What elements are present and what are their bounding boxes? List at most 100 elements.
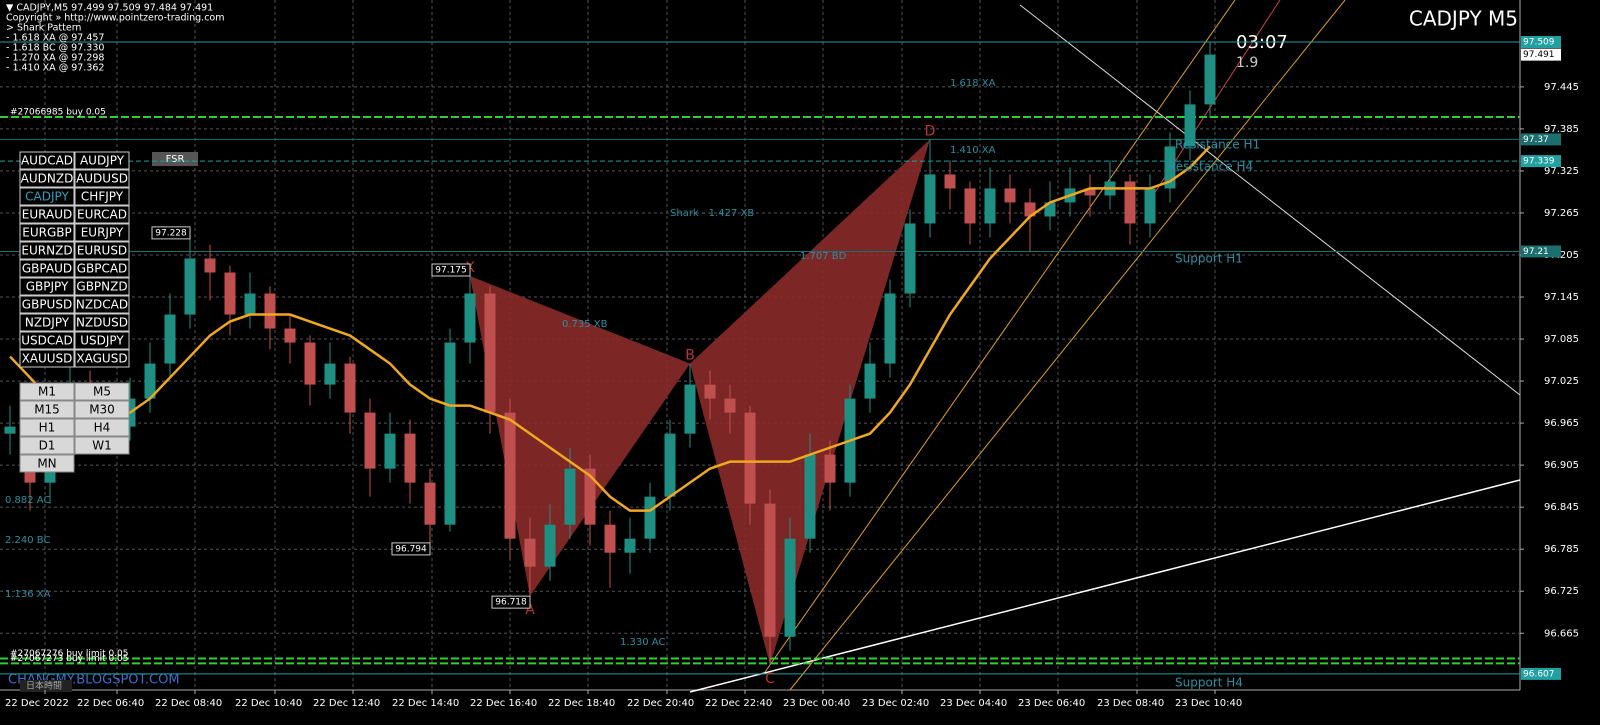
symbol-button[interactable] (19, 295, 75, 314)
symbol-button[interactable] (19, 241, 75, 260)
x-tick-label: 22 Dec 18:40 (548, 698, 615, 709)
symbol-button[interactable] (74, 295, 130, 314)
spread: 1.9 (1236, 55, 1258, 71)
timeframe-label[interactable]: H1 (39, 421, 56, 435)
timeframe-label[interactable]: M30 (89, 403, 115, 417)
symbol-label[interactable]: EURJPY (81, 226, 124, 240)
timeframe-button[interactable] (19, 454, 75, 473)
x-tick-label: 23 Dec 10:40 (1175, 698, 1242, 709)
timeframe-button[interactable] (74, 436, 130, 455)
timeframe-label[interactable]: M15 (34, 403, 60, 417)
header-line: - 1.618 XA @ 97.457 (6, 33, 104, 44)
fsr-button[interactable] (152, 152, 198, 166)
symbol-label[interactable]: GBPUSD (22, 298, 72, 312)
timeframe-button[interactable] (19, 400, 75, 419)
timeframe-button[interactable] (74, 400, 130, 419)
symbol-label[interactable]: EURAUD (22, 208, 72, 222)
candle-body (884, 293, 896, 364)
swing-box (491, 595, 531, 609)
timeframe-button[interactable] (19, 418, 75, 437)
timeframe-label[interactable]: H4 (94, 421, 111, 435)
fsr-label[interactable]: FSR (166, 154, 185, 165)
candle-body (624, 538, 636, 553)
symbol-label[interactable]: USDCAD (21, 334, 72, 348)
symbol-label[interactable]: AUDCAD (21, 154, 73, 168)
level-box (1521, 667, 1561, 680)
order-label: #27066985 buy 0.05 (10, 107, 106, 117)
timeframe-button[interactable] (74, 418, 130, 437)
candle-body (364, 412, 376, 469)
symbol-label[interactable]: XAUUSD (22, 352, 73, 366)
annotation: Support H1 (1175, 252, 1243, 266)
y-tick-label: 97.325 (1544, 166, 1579, 177)
y-tick-label: 97.385 (1544, 124, 1579, 135)
symbol-button[interactable] (74, 313, 130, 332)
timeframe-button[interactable] (19, 436, 75, 455)
candle-body (544, 524, 556, 567)
symbol-label[interactable]: GBPAUD (22, 262, 72, 276)
timeframe-label[interactable]: MN (37, 457, 56, 471)
symbol-button[interactable] (74, 151, 130, 170)
symbol-label[interactable]: EURCAD (77, 208, 127, 222)
y-tick-label: 96.905 (1544, 460, 1579, 471)
symbol-label[interactable]: AUDNZD (21, 172, 74, 186)
pattern-point-label: A (525, 602, 535, 618)
timeframe-button[interactable] (19, 382, 75, 401)
symbol-button[interactable] (74, 169, 130, 188)
candle-body (1184, 104, 1196, 147)
symbol-button[interactable] (19, 349, 75, 368)
timeframe-button[interactable] (74, 382, 130, 401)
symbol-label[interactable]: CHFJPY (81, 190, 124, 204)
symbol-button[interactable] (74, 349, 130, 368)
candle-body (564, 468, 576, 525)
candle-body (584, 468, 596, 525)
symbol-label[interactable]: CADJPY (25, 190, 69, 204)
symbol-button[interactable] (19, 151, 75, 170)
timeframe-label[interactable]: W1 (92, 439, 112, 453)
symbol-label[interactable]: AUDUSD (76, 172, 128, 186)
channel-line (789, 0, 1346, 691)
symbol-label[interactable]: EURUSD (77, 244, 127, 258)
symbol-button[interactable] (74, 241, 130, 260)
candle-body (944, 174, 956, 189)
symbol-label[interactable]: USDJPY (80, 334, 124, 348)
symbol-button[interactable] (74, 331, 130, 350)
symbol-button[interactable] (19, 187, 75, 206)
symbol-button[interactable] (19, 169, 75, 188)
candle-body (244, 293, 256, 315)
x-tick-label: 23 Dec 06:40 (1018, 698, 1085, 709)
symbol-label[interactable]: AUDJPY (80, 154, 125, 168)
symbol-button[interactable] (74, 187, 130, 206)
timeframe-label[interactable]: M5 (93, 385, 111, 399)
symbol-button[interactable] (19, 205, 75, 224)
symbol-button[interactable] (74, 223, 130, 242)
symbol-button[interactable] (74, 277, 130, 296)
symbol-label[interactable]: GBPNZD (76, 280, 127, 294)
symbol-label[interactable]: NZDJPY (25, 316, 70, 330)
symbol-button[interactable] (74, 205, 130, 224)
annotation: 1.330 AC (620, 637, 665, 648)
symbol-label[interactable]: GBPJPY (26, 280, 69, 294)
symbol-label[interactable]: GBPCAD (77, 262, 128, 276)
symbol-button[interactable] (19, 259, 75, 278)
x-tick-label: 22 Dec 16:40 (470, 698, 537, 709)
symbol-label[interactable]: EURNZD (21, 244, 72, 258)
y-tick-label: 97.085 (1544, 334, 1579, 345)
symbol-label[interactable]: NZDCAD (76, 298, 128, 312)
symbol-button[interactable] (19, 331, 75, 350)
symbol-label[interactable]: EURGBP (22, 226, 71, 240)
annotation: 1.707 BD (800, 251, 847, 262)
annotation: Resistance H1 (1175, 138, 1260, 152)
symbol-button[interactable] (74, 259, 130, 278)
x-tick-label: 22 Dec 22:40 (705, 698, 772, 709)
symbol-label[interactable]: XAGUSD (76, 352, 127, 366)
symbol-button[interactable] (19, 277, 75, 296)
level-box (1521, 245, 1561, 258)
y-tick-label: 97.265 (1544, 208, 1579, 219)
symbol-button[interactable] (19, 313, 75, 332)
candle-body (904, 223, 916, 294)
symbol-label[interactable]: NZDUSD (76, 316, 128, 330)
symbol-button[interactable] (19, 223, 75, 242)
timeframe-label[interactable]: M1 (38, 385, 56, 399)
timeframe-label[interactable]: D1 (39, 439, 56, 453)
